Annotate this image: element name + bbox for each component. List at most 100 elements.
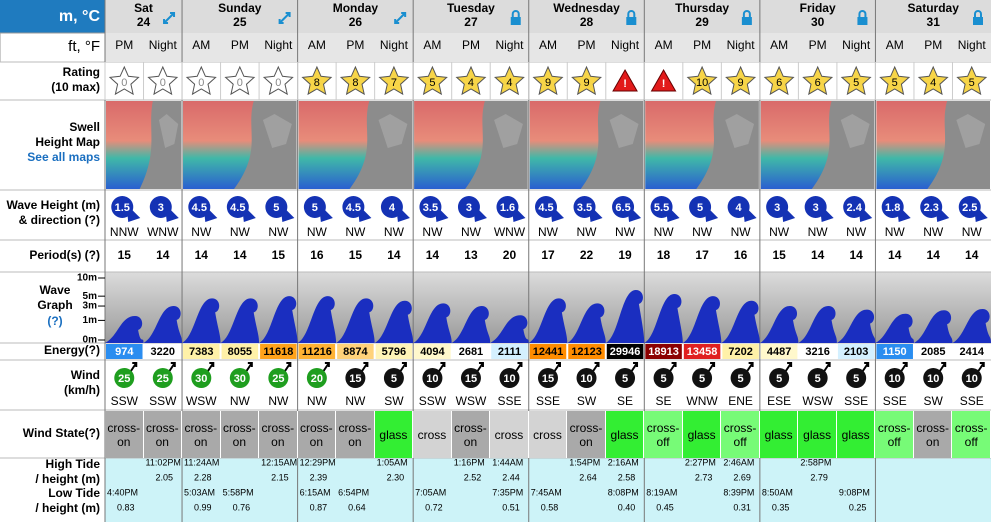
energy-value: 5796 xyxy=(382,346,406,358)
energy-value: 12123 xyxy=(571,346,602,358)
wind-direction: SSW xyxy=(419,394,447,408)
lock-icon xyxy=(742,10,751,17)
period-label: AM xyxy=(886,38,904,52)
wind-circle xyxy=(383,368,404,388)
label: / height (m) xyxy=(35,472,100,486)
rating-star xyxy=(763,65,795,96)
period-value: 13 xyxy=(464,248,478,262)
period-value: 17 xyxy=(541,248,555,262)
wave-height: 4.5 xyxy=(230,202,245,214)
wind-speed: 30 xyxy=(195,373,207,385)
wave-direction: NW xyxy=(422,225,443,239)
graph-tick-label: 5m xyxy=(83,291,98,302)
wave-circle xyxy=(881,196,904,218)
wave-height: 1.5 xyxy=(115,202,130,214)
lock-icon xyxy=(974,10,982,17)
period-value: 14 xyxy=(195,248,209,262)
lock-icon xyxy=(857,17,868,25)
energy-value: 2103 xyxy=(844,346,868,358)
wind-arrow xyxy=(591,362,600,373)
wave-circle xyxy=(766,196,789,218)
energy-cell xyxy=(837,344,875,359)
wind-state: cross-on xyxy=(336,411,375,458)
wave-direction: WNW xyxy=(494,225,526,239)
period-value: 14 xyxy=(927,248,941,262)
wind-circle xyxy=(769,368,790,388)
wave-shape xyxy=(605,290,645,343)
wave-height: 2.5 xyxy=(962,202,977,214)
tide-low-tide-height: 0.87 xyxy=(310,502,328,512)
period-label: AM xyxy=(539,38,557,52)
rating-value: 7 xyxy=(391,77,397,89)
tide-low-tide-time: 6:15AM xyxy=(300,487,331,497)
rating-value: 0 xyxy=(237,77,243,89)
label: Wave Height (m) xyxy=(6,198,100,212)
day-date: 25 xyxy=(233,15,247,29)
wind-arrow xyxy=(283,362,292,373)
day-name: Tuesday xyxy=(447,1,495,15)
swell-map-land-shape xyxy=(158,114,179,148)
wave-height: 2.4 xyxy=(847,202,863,214)
wind-direction: NW xyxy=(345,394,366,408)
tide-high-tide-height: 2.44 xyxy=(502,472,520,482)
lock-icon xyxy=(510,17,521,25)
wave-shape xyxy=(644,294,683,343)
energy-cell xyxy=(914,344,952,359)
energy-cell xyxy=(491,344,528,359)
rating-star xyxy=(725,65,757,96)
swell-map-sea xyxy=(414,101,485,189)
rating-value: 6 xyxy=(776,77,782,89)
wave-circle xyxy=(650,196,673,218)
wind-state: cross-off xyxy=(875,411,914,458)
day-name: Thursday xyxy=(675,1,729,15)
units-metric-bg xyxy=(0,0,105,33)
period-value: 16 xyxy=(310,248,324,262)
energy-cell xyxy=(144,344,182,359)
wind-speed: 25 xyxy=(157,373,169,385)
tide-high-tide-time: 11:02PM xyxy=(146,457,181,467)
label: Wave xyxy=(40,283,71,297)
wind-state: cross-on xyxy=(297,411,337,458)
day-date: 24 xyxy=(137,15,151,29)
wave-circle xyxy=(843,196,866,218)
tide-low-tide-time: 7:05AM xyxy=(415,487,446,497)
wind-arrow xyxy=(322,362,330,373)
wave-circle xyxy=(457,196,480,218)
energy-value: 3216 xyxy=(805,346,829,358)
wind-arrow xyxy=(784,362,793,373)
wind-state: cross-on xyxy=(105,411,144,458)
period-label: AM xyxy=(423,38,441,52)
warning-icon xyxy=(650,68,677,92)
rating-star xyxy=(956,65,988,96)
energy-value: 3220 xyxy=(151,346,175,358)
wave-shape xyxy=(413,303,452,343)
period-value: 14 xyxy=(811,248,825,262)
lock-icon xyxy=(626,17,637,25)
wind-speed: 10 xyxy=(580,373,592,385)
energy-value: 8055 xyxy=(228,346,252,358)
energy-cell xyxy=(799,344,836,359)
label: Period(s) (?) xyxy=(29,248,100,262)
wind-circle xyxy=(268,368,289,388)
swell-map-sea xyxy=(106,101,153,189)
tide-low-tide-time: 7:45AM xyxy=(531,487,562,497)
wind-circle xyxy=(653,368,674,388)
day-date: 26 xyxy=(349,15,363,29)
wave-height: 3 xyxy=(466,202,472,214)
wind-direction: SW xyxy=(384,394,404,408)
rating-value: 0 xyxy=(121,77,127,89)
rating-value: 0 xyxy=(160,77,166,89)
wave-shape xyxy=(143,306,183,343)
rating-value: 4 xyxy=(468,77,474,89)
tide-high-tide-time: 2:58PM xyxy=(800,457,831,467)
units-imperial-bg xyxy=(0,32,106,63)
wind-circle xyxy=(345,368,366,388)
wave-direction: NW xyxy=(461,225,482,239)
wave-circle xyxy=(188,196,211,218)
wind-state: glass xyxy=(759,411,799,458)
tide-high-tide-height: 2.28 xyxy=(194,472,212,482)
tide-low-tide-height: 0.99 xyxy=(194,502,212,512)
rating-star xyxy=(417,65,448,96)
period-label: Night xyxy=(495,38,524,52)
energy-cell xyxy=(760,344,798,359)
